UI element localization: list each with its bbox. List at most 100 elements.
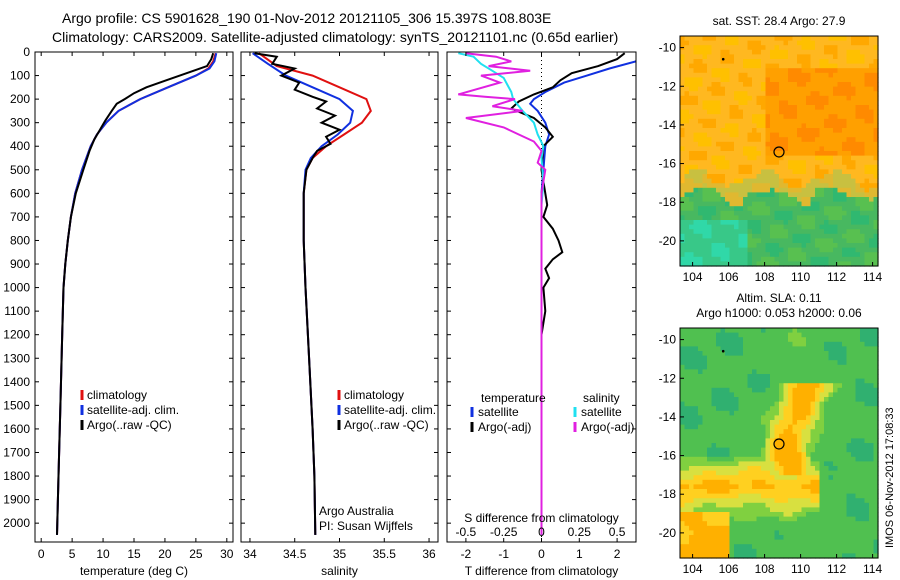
map-cell	[693, 525, 699, 531]
map-cell	[783, 169, 789, 175]
map-cell	[711, 109, 717, 115]
map-cell	[788, 383, 794, 389]
map-cell	[873, 415, 879, 421]
map-cell	[680, 433, 686, 439]
map-cell	[851, 443, 857, 449]
map-cell	[761, 132, 767, 138]
map-cell	[707, 201, 713, 207]
map-cell	[752, 406, 758, 412]
map-cell	[684, 420, 690, 426]
map-cell	[743, 351, 749, 357]
map-cell	[797, 512, 803, 518]
map-cell	[702, 114, 708, 120]
map-cell	[855, 456, 861, 462]
map-cell	[837, 392, 843, 398]
map-cell	[707, 544, 713, 550]
map-cell	[702, 415, 708, 421]
map-cell	[815, 128, 821, 134]
map-cell	[698, 54, 704, 60]
map-cell	[810, 123, 816, 129]
map-cell	[779, 243, 785, 249]
map-cell	[770, 233, 776, 239]
map-cell	[693, 49, 699, 55]
map-cell	[693, 535, 699, 541]
map-cell	[855, 346, 861, 352]
map-cell	[738, 215, 744, 221]
map-cell	[860, 484, 866, 490]
map-cell	[698, 59, 704, 65]
map-cell	[747, 466, 753, 472]
map-cell	[851, 123, 857, 129]
map-cell	[716, 224, 722, 230]
map-cell	[725, 197, 731, 203]
map-cell	[711, 328, 717, 334]
map-cell	[765, 72, 771, 78]
map-cell	[860, 374, 866, 380]
map-cell	[779, 328, 785, 334]
map-cell	[842, 215, 848, 221]
map-cell	[819, 210, 825, 216]
map-cell	[873, 328, 879, 334]
map-cell	[815, 91, 821, 97]
map-cell	[873, 155, 879, 161]
map-cell	[747, 364, 753, 370]
map-cell	[743, 346, 749, 352]
map-cell	[761, 443, 767, 449]
map-cell	[801, 183, 807, 189]
map-cell	[747, 160, 753, 166]
map-cell	[792, 360, 798, 366]
map-cell	[693, 118, 699, 124]
map-cell	[815, 502, 821, 508]
y-tick-label: 1700	[3, 445, 30, 459]
map-cell	[752, 132, 758, 138]
map-cell	[788, 91, 794, 97]
map-cell	[770, 210, 776, 216]
map-cell	[725, 507, 731, 513]
map-cell	[747, 155, 753, 161]
map-cell	[761, 355, 767, 361]
map-cell	[702, 123, 708, 129]
map-cell	[806, 360, 812, 366]
map-cell	[788, 59, 794, 65]
map-cell	[698, 374, 704, 380]
map-cell	[824, 132, 830, 138]
map-cell	[797, 475, 803, 481]
map-cell	[869, 252, 875, 258]
map-cell	[846, 95, 852, 101]
map-cell	[873, 516, 879, 522]
map-y-tick-label: -14	[659, 410, 677, 424]
map-cell	[846, 155, 852, 161]
map-cell	[725, 128, 731, 134]
map-cell	[729, 197, 735, 203]
map-cell	[842, 238, 848, 244]
map-cell	[819, 252, 825, 258]
map-cell	[752, 105, 758, 111]
map-cell	[801, 512, 807, 518]
map-cell	[756, 383, 762, 389]
map-cell	[765, 392, 771, 398]
map-cell	[761, 91, 767, 97]
map-cell	[855, 183, 861, 189]
map-cell	[869, 337, 875, 343]
map-cell	[689, 206, 695, 212]
map-cell	[819, 369, 825, 375]
map-cell	[815, 118, 821, 124]
map-cell	[680, 355, 686, 361]
map-cell	[765, 261, 771, 267]
map-cell	[828, 521, 834, 527]
map-cell	[770, 424, 776, 430]
map-x-tick-label: 104	[683, 270, 703, 284]
map-cell	[693, 68, 699, 74]
map-cell	[774, 114, 780, 120]
map-cell	[684, 470, 690, 476]
map-cell	[824, 392, 830, 398]
map-cell	[698, 100, 704, 106]
map-cell	[873, 164, 879, 170]
map-cell	[680, 128, 686, 134]
map-cell	[819, 447, 825, 453]
map-cell	[842, 59, 848, 65]
map-cell	[756, 155, 762, 161]
map-cell	[810, 424, 816, 430]
map-cell	[711, 63, 717, 69]
map-cell	[738, 410, 744, 416]
